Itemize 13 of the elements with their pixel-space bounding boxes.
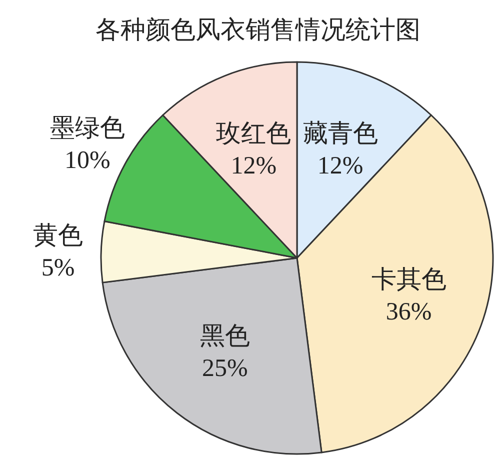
slice-label: 黑色 (200, 322, 250, 350)
slice-label: 藏青色 (302, 120, 378, 148)
slice-label: 卡其色 (371, 266, 446, 294)
data-label: 12% (230, 152, 277, 180)
chart-title: 各种颜色风衣销售情况统计图 (96, 16, 420, 44)
data-label: 5% (41, 254, 75, 282)
slice-label: 玫红色 (216, 120, 292, 148)
data-label: 25% (202, 354, 248, 382)
data-label: 10% (64, 146, 110, 174)
slice-label: 黄色 (33, 222, 83, 250)
data-label: 12% (317, 152, 364, 180)
data-label: 36% (386, 298, 432, 326)
slice-label: 墨绿色 (50, 114, 125, 142)
